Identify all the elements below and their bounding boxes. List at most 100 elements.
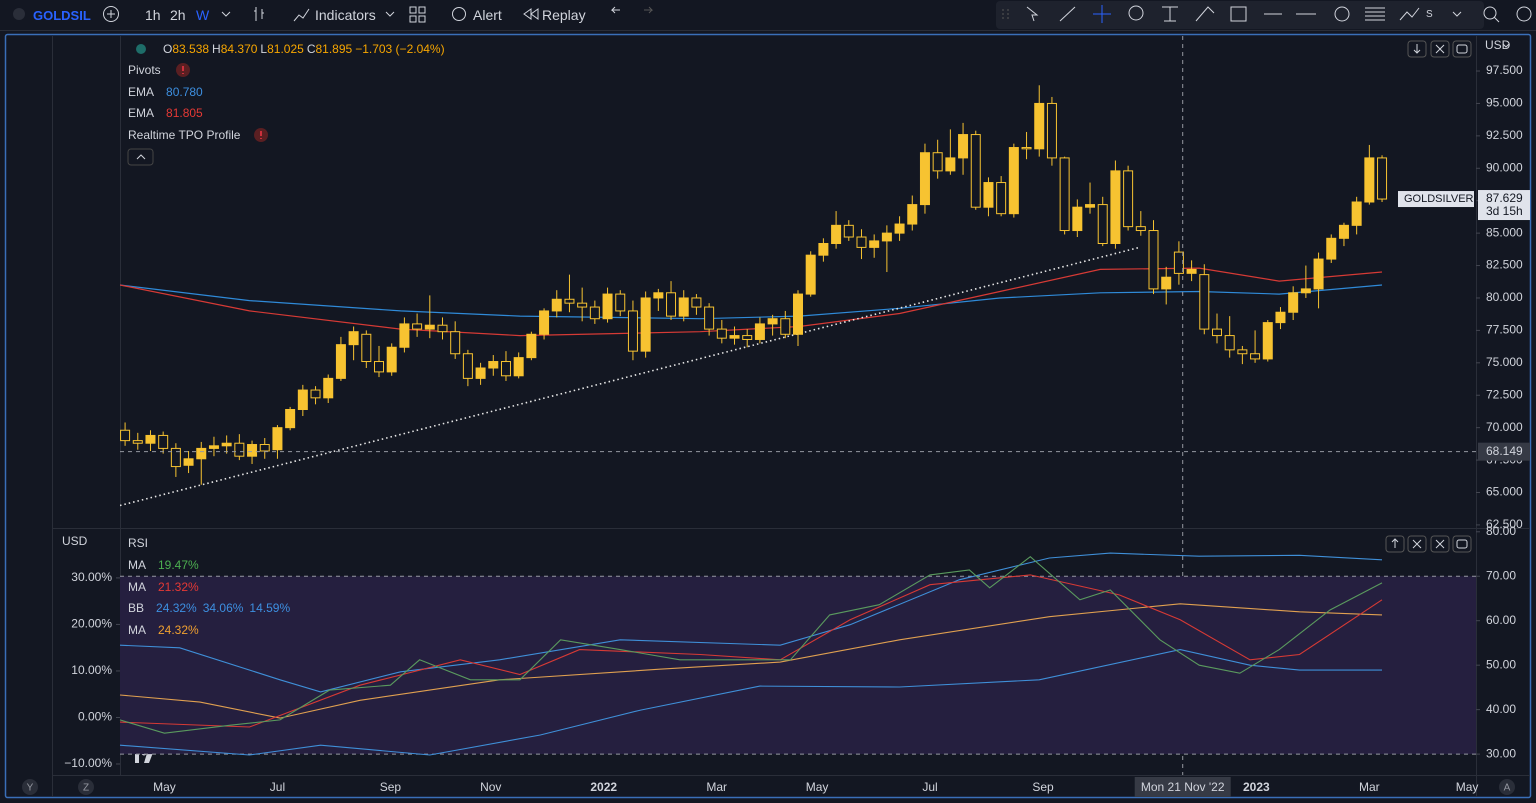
text-tool[interactable] xyxy=(1162,6,1178,22)
ohlc-key: C xyxy=(306,42,316,56)
candle-body xyxy=(348,331,359,346)
candle-body xyxy=(1326,237,1337,260)
pane-up-button[interactable] xyxy=(1385,535,1405,553)
ohlc-value: 81.025 xyxy=(267,42,304,56)
pane-collapse-button[interactable] xyxy=(1430,40,1450,58)
candle-body xyxy=(1123,170,1134,228)
candle-body xyxy=(640,297,651,352)
pane-down-button[interactable] xyxy=(1407,40,1427,58)
candle-body xyxy=(856,236,867,248)
currency-dropdown[interactable] xyxy=(1502,43,1510,48)
candle-body xyxy=(297,389,308,411)
crosshair-tool[interactable] xyxy=(1093,5,1111,23)
undo-button[interactable] xyxy=(610,6,620,14)
candle-body xyxy=(221,442,232,447)
candle-body xyxy=(589,306,600,320)
indicators-dropdown[interactable] xyxy=(385,11,395,17)
candle-body xyxy=(1351,201,1362,226)
x-tick-label: May xyxy=(806,780,829,794)
candle-body xyxy=(945,157,956,172)
symbol-icon[interactable] xyxy=(13,8,25,20)
candle-body xyxy=(1224,335,1235,351)
pattern-tool[interactable] xyxy=(1128,5,1144,21)
settings-button[interactable] xyxy=(1516,6,1532,22)
scale-button[interactable] xyxy=(1499,779,1515,795)
shape-tool[interactable] xyxy=(1230,6,1247,22)
scale-button[interactable] xyxy=(22,779,38,795)
candle-body xyxy=(983,182,994,208)
ohlc-value: 83.538 xyxy=(172,42,210,56)
candle-body xyxy=(627,310,638,352)
candle-body xyxy=(869,240,880,248)
y-tick-label: 80.000 xyxy=(1486,290,1523,304)
list-tool[interactable] xyxy=(1365,7,1385,21)
y-tick-label: 50.00 xyxy=(1486,657,1516,671)
x-tick-label: May xyxy=(1456,780,1479,794)
candle-body xyxy=(145,434,156,444)
arrow xyxy=(1413,44,1421,54)
candle-body xyxy=(742,335,753,340)
candle-body xyxy=(1110,170,1121,245)
rsi-legend-row: MA 21.32% xyxy=(128,580,205,594)
y-tick-label: 95.000 xyxy=(1486,96,1523,110)
y-tick-label: 97.500 xyxy=(1486,63,1523,77)
candle-body xyxy=(1186,268,1197,274)
forecast-tool[interactable] xyxy=(1399,7,1420,21)
pane-maximize-button[interactable] xyxy=(1452,40,1472,58)
measure-tool[interactable] xyxy=(1334,6,1350,22)
indicators-button[interactable]: Indicators xyxy=(315,7,376,23)
interval-button[interactable]: 1h xyxy=(145,7,161,23)
search-handle xyxy=(1493,16,1500,23)
ema-line xyxy=(120,284,1383,320)
scale-button[interactable] xyxy=(78,779,94,795)
add-symbol-button[interactable] xyxy=(103,6,119,22)
trendline-tool[interactable] xyxy=(1059,6,1076,22)
alert-icon[interactable] xyxy=(452,7,466,21)
x-tick-label: Sep xyxy=(380,780,402,794)
cursor-tool[interactable] xyxy=(1026,6,1039,22)
candle-body xyxy=(335,344,346,379)
ohlc-key: O xyxy=(163,42,173,56)
currency-label: USD xyxy=(62,534,88,548)
symbol[interactable]: GOLDSIL xyxy=(33,8,91,23)
maximize-icon xyxy=(1456,539,1468,549)
indicators-icon[interactable] xyxy=(293,8,310,22)
chart-type-button[interactable] xyxy=(254,7,264,21)
replay-button[interactable]: Replay xyxy=(542,7,586,23)
redo-button[interactable] xyxy=(644,6,654,14)
search-button[interactable] xyxy=(1483,6,1497,20)
candle-body xyxy=(564,298,575,304)
candle-body xyxy=(361,333,372,363)
crosshair-date-bg xyxy=(1134,777,1231,797)
frame xyxy=(4,33,1532,799)
crosshair-price: 68.149 xyxy=(1486,444,1523,458)
rsi-line xyxy=(119,603,1383,719)
interval-dropdown[interactable] xyxy=(221,11,231,17)
interval-button[interactable]: 2h xyxy=(170,7,186,23)
y-tick-label: 30.00 xyxy=(1486,746,1516,760)
tools-dropdown[interactable] xyxy=(1452,11,1462,17)
y-tick-label: 80.00 xyxy=(1486,524,1516,538)
legend-toggle[interactable] xyxy=(127,148,154,166)
candle-body xyxy=(1237,349,1248,355)
pane-collapse-button[interactable] xyxy=(1430,535,1450,553)
layout-button[interactable] xyxy=(409,6,426,23)
brush-tool[interactable] xyxy=(1195,6,1215,22)
x-tick-label: Jul xyxy=(922,780,937,794)
pane-maximize-button[interactable] xyxy=(1452,535,1472,553)
replay-icon[interactable] xyxy=(523,8,539,20)
pane-close-button[interactable] xyxy=(1407,535,1427,553)
indicator-name: MA xyxy=(128,623,146,638)
indicator-name: EMA xyxy=(128,106,155,121)
candle-body xyxy=(247,444,258,457)
y-tick-label: 72.500 xyxy=(1486,387,1523,401)
candle-body xyxy=(716,328,727,339)
y2-tick-label: 0.00% xyxy=(78,710,112,724)
ohlc-value: 84.370 xyxy=(220,42,258,56)
alert-button[interactable]: Alert xyxy=(473,7,502,23)
ohlc-value: 81.895 xyxy=(315,42,353,56)
interval-button[interactable]: W xyxy=(196,7,210,23)
y-tick-label: 85.000 xyxy=(1486,225,1523,239)
